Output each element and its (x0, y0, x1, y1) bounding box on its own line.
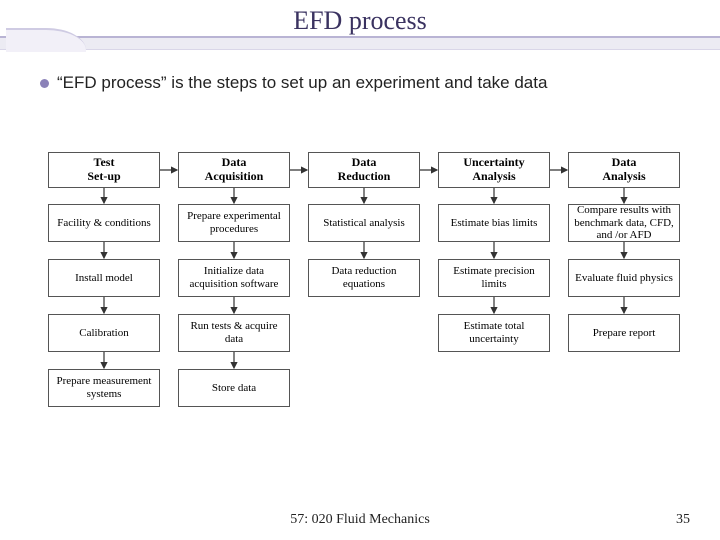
flowchart-box: Estimate total uncertainty (438, 314, 550, 352)
bullet-item: “EFD process” is the steps to set up an … (40, 72, 680, 95)
flowchart-head-box: Data Acquisition (178, 152, 290, 188)
footer-course: 57: 020 Fluid Mechanics (0, 512, 720, 528)
efd-flowchart: Test Set-up Facility & conditions Install … (48, 152, 690, 482)
flowchart-box: Data reduction equations (308, 259, 420, 297)
flowchart-head-box: Test Set-up (48, 152, 160, 188)
flowchart-box: Estimate bias limits (438, 204, 550, 242)
bullet-text: “EFD process” is the steps to set up an … (57, 72, 547, 95)
flowchart-box: Run tests & acquire data (178, 314, 290, 352)
flowchart-box: Statistical analysis (308, 204, 420, 242)
flowchart-box: Calibration (48, 314, 160, 352)
flowchart-box: Store data (178, 369, 290, 407)
flowchart-box: Install model (48, 259, 160, 297)
slide-title: EFD process (0, 0, 720, 36)
flowchart-box: Compare results with benchmark data, CFD… (568, 204, 680, 242)
flowchart-box: Estimate precision limits (438, 259, 550, 297)
title-underline-deco (0, 36, 720, 50)
title-bar: EFD process (0, 0, 720, 54)
flowchart-box: Facility & conditions (48, 204, 160, 242)
flowchart-box: Initialize data acquisition software (178, 259, 290, 297)
flowchart-box: Prepare measurement systems (48, 369, 160, 407)
flowchart-box: Prepare report (568, 314, 680, 352)
flowchart-head-box: Uncertainty Analysis (438, 152, 550, 188)
flowchart-box: Evaluate fluid physics (568, 259, 680, 297)
flowchart-head-box: Data Analysis (568, 152, 680, 188)
bullet-icon (40, 79, 49, 88)
footer-page-number: 35 (676, 512, 690, 528)
flowchart-box: Prepare experimental procedures (178, 204, 290, 242)
flowchart-head-box: Data Reduction (308, 152, 420, 188)
